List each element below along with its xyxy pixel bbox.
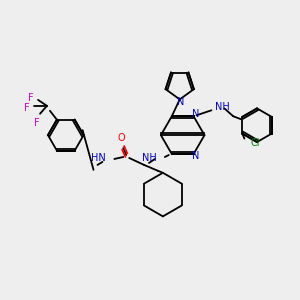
Text: N: N	[177, 98, 184, 107]
Text: N: N	[192, 151, 199, 161]
Text: O: O	[118, 133, 125, 143]
Text: F: F	[28, 93, 34, 103]
Text: F: F	[34, 118, 40, 128]
Text: N: N	[192, 109, 199, 119]
Text: NH: NH	[215, 102, 230, 112]
Text: NH: NH	[142, 153, 157, 163]
Text: HN: HN	[91, 153, 105, 163]
Text: Cl: Cl	[250, 138, 260, 148]
Text: F: F	[24, 103, 30, 113]
